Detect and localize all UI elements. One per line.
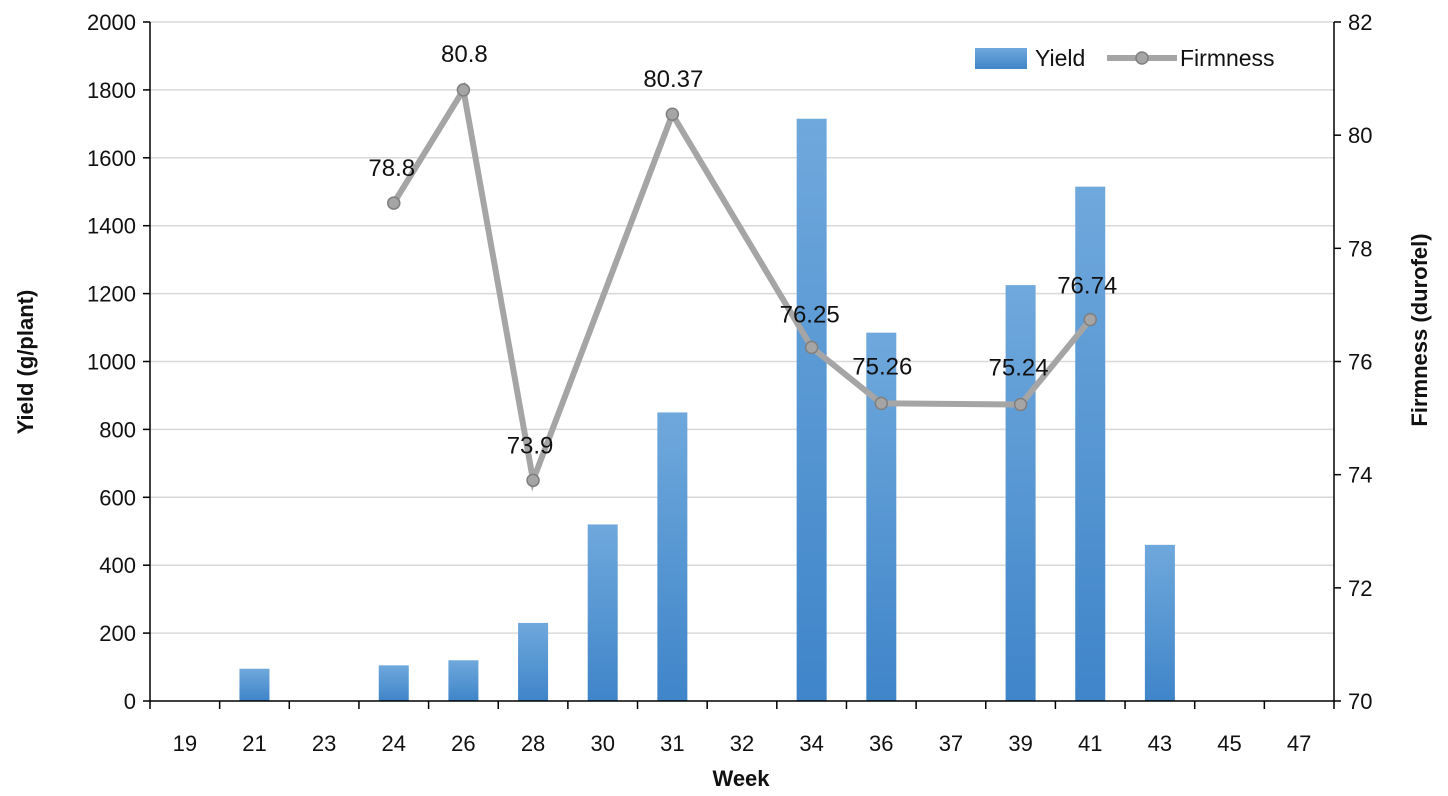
legend: Yield Firmness (975, 45, 1275, 71)
bar-yield (518, 622, 549, 701)
x-tick-label: 28 (521, 731, 545, 756)
bar-yield (1144, 544, 1175, 701)
y2-axis-title: Firmness (durofel) (1407, 233, 1432, 426)
bar-yield (657, 412, 688, 701)
bars-yield (239, 118, 1175, 702)
bar-yield (448, 660, 479, 701)
y2-tick-label: 74 (1348, 463, 1372, 488)
line-firmness-path (391, 81, 1093, 492)
data-label-firmness: 75.24 (989, 355, 1049, 382)
y-axis-title: Yield (g/plant) (13, 290, 38, 435)
gridlines (150, 21, 1334, 634)
bar-yield (866, 332, 897, 701)
bar-yield (378, 665, 409, 701)
y-tick-label: 1400 (87, 214, 136, 239)
y-tick-label: 200 (99, 621, 136, 646)
point-firmness (804, 340, 819, 355)
y2-tick-label: 78 (1348, 236, 1372, 261)
line-firmness (387, 81, 1097, 492)
x-tick-label: 43 (1148, 731, 1172, 756)
data-labels: 78.8 80.8 73.9 80.37 76.25 75.26 75.24 76.74 (368, 41, 1117, 459)
y2-tick-label: 82 (1348, 10, 1372, 35)
point-firmness (456, 83, 471, 97)
data-label-firmness: 76.25 (780, 301, 840, 328)
legend-marker-firmness (1135, 51, 1149, 65)
x-tick-label: 45 (1217, 731, 1241, 756)
axes (143, 21, 1341, 709)
y-tick-label: 1800 (87, 78, 136, 103)
point-firmness (665, 107, 680, 121)
y2-tick-label: 76 (1348, 350, 1372, 375)
x-tick-label: 47 (1287, 731, 1311, 756)
data-label-firmness: 78.8 (368, 155, 415, 182)
y2-tick-label: 72 (1348, 576, 1372, 601)
point-firmness (387, 196, 401, 210)
legend-label-firmness: Firmness (1180, 45, 1275, 71)
bar-yield (587, 524, 618, 701)
x-tick-label: 24 (382, 731, 406, 756)
x-tick-label: 32 (730, 731, 754, 756)
x-tick-label: 19 (173, 731, 197, 756)
x-tick-label: 31 (660, 731, 684, 756)
point-firmness (526, 473, 540, 488)
y-tick-label: 2000 (87, 10, 136, 35)
bar-yield (1075, 186, 1106, 702)
data-label-firmness: 75.26 (852, 353, 912, 380)
point-firmness (874, 396, 889, 411)
x-tick-label: 41 (1078, 731, 1102, 756)
bar-yield (796, 118, 827, 701)
legend-swatch-yield (975, 48, 1027, 69)
x-tick-label: 26 (451, 731, 475, 756)
tick-labels: 0 200 400 600 800 1000 1200 1400 1600 1800 2000 70 7… (87, 10, 1372, 756)
y2-tick-label: 70 (1348, 689, 1372, 714)
x-tick-label: 34 (799, 731, 823, 756)
y2-tick-label: 80 (1348, 123, 1372, 148)
y-tick-label: 1200 (87, 282, 136, 307)
y-tick-label: 600 (99, 485, 136, 510)
legend-label-yield: Yield (1035, 45, 1085, 71)
x-axis-title: Week (712, 766, 770, 791)
bar-yield (1005, 285, 1036, 701)
point-firmness (1013, 397, 1028, 412)
x-tick-label: 21 (242, 731, 266, 756)
x-tick-label: 36 (869, 731, 893, 756)
y-tick-label: 0 (124, 689, 136, 714)
data-label-firmness: 73.9 (507, 432, 554, 459)
y-tick-label: 1000 (87, 350, 136, 375)
point-firmness (1083, 312, 1097, 327)
bar-yield (239, 668, 270, 701)
x-tick-label: 39 (1008, 731, 1032, 756)
y-tick-label: 800 (99, 417, 136, 442)
x-tick-label: 23 (312, 731, 336, 756)
y-tick-label: 1600 (87, 146, 136, 171)
data-label-firmness: 76.74 (1057, 273, 1117, 300)
x-tick-label: 30 (590, 731, 614, 756)
x-tick-label: 37 (939, 731, 963, 756)
data-label-firmness: 80.37 (643, 66, 703, 93)
y-tick-label: 400 (99, 553, 136, 578)
data-label-firmness: 80.8 (441, 41, 488, 68)
